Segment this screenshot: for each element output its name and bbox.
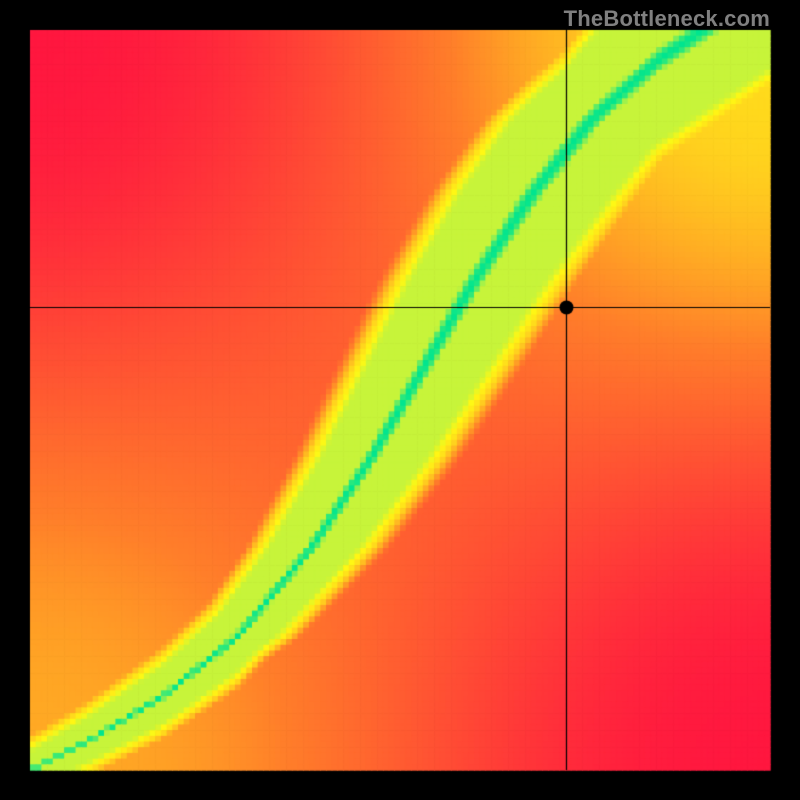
chart-container: TheBottleneck.com bbox=[0, 0, 800, 800]
watermark-text: TheBottleneck.com bbox=[564, 6, 770, 32]
heatmap-canvas bbox=[0, 0, 800, 800]
